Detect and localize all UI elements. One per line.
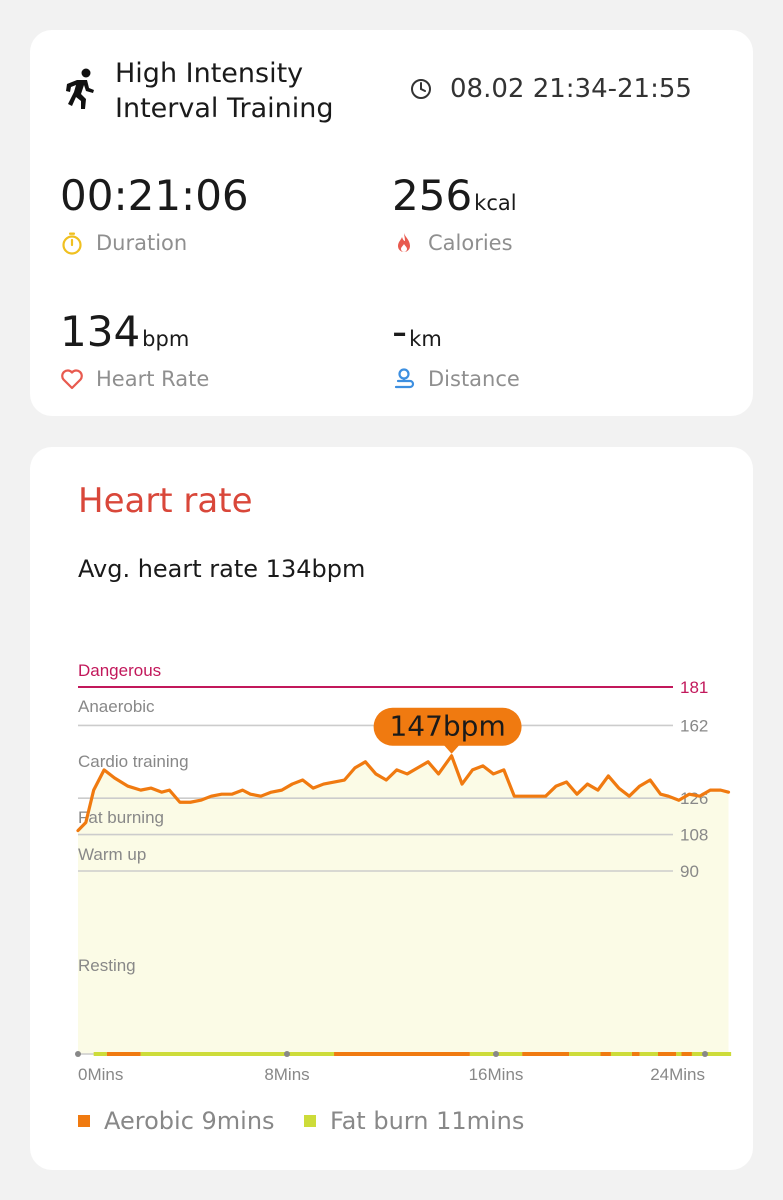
duration-value: 00:21:06: [60, 171, 249, 220]
clock-icon: [411, 79, 431, 99]
x-tick-label-1: 8Mins: [264, 1065, 309, 1084]
x-tick-label-0: 0Mins: [78, 1065, 123, 1084]
heart-rate-unit: bpm: [142, 327, 190, 351]
x-tick-label-3: 24Mins: [650, 1065, 705, 1084]
heart-rate-stat: 134bpm Heart Rate: [60, 307, 210, 392]
legend-aerobic: Aerobic 9mins: [78, 1107, 275, 1135]
distance-unit: km: [409, 327, 442, 351]
x-tick-dot-3: [702, 1051, 708, 1057]
zone-label-anaerobic: Anaerobic: [78, 697, 155, 716]
location-route-icon: [394, 368, 415, 389]
workout-summary-card: High Intensity Interval Training 08.02 2…: [30, 30, 753, 416]
x-tick-dot-2: [493, 1051, 499, 1057]
legend-label-aerobic: Aerobic 9mins: [104, 1107, 275, 1135]
duration-label: Duration: [96, 231, 188, 255]
calories-value: 256: [392, 171, 473, 220]
zone-threshold-fat-burning: 108: [680, 826, 708, 845]
x-tick-label-2: 16Mins: [469, 1065, 524, 1084]
zone-label-resting: Resting: [78, 956, 136, 975]
legend-swatch-fat-burn: [304, 1115, 316, 1127]
zone-label-cardio-training: Cardio training: [78, 752, 189, 771]
zone-threshold-dangerous: 181: [680, 678, 708, 697]
avg-heart-rate-text: Avg. heart rate 134bpm: [78, 555, 366, 583]
peak-tooltip-pointer: [443, 744, 460, 754]
legend-fat-burn: Fat burn 11mins: [304, 1107, 524, 1135]
peak-tooltip-bubble: [373, 707, 522, 746]
zone-label-warm-up: Warm up: [78, 845, 146, 864]
duration-stat: 00:21:06 Duration: [60, 171, 251, 256]
calories-stat: 256kcal Calories: [392, 171, 517, 256]
calories-label: Calories: [428, 231, 513, 255]
heart-rate-area: [78, 755, 729, 1054]
heart-rate-chart: Dangerous 181 Anaerobic 162 Cardio training 1…: [75, 661, 732, 1084]
distance-label: Distance: [428, 367, 520, 391]
time-range-text: 08.02 21:34-21:55: [450, 74, 692, 104]
heart-rate-card: Heart rate Avg. heart rate 134bpm Danger…: [30, 447, 753, 1170]
x-tick-dot-1: [284, 1051, 290, 1057]
workout-time-range: 08.02 21:34-21:55: [410, 74, 692, 104]
x-tick-dot-0: [75, 1051, 81, 1057]
heart-rate-title: Heart rate: [78, 481, 253, 521]
distance-value: -: [392, 307, 408, 356]
zone-label-dangerous: Dangerous: [78, 661, 161, 680]
distance-stat: -km Distance: [392, 307, 520, 392]
stopwatch-icon: [62, 232, 82, 255]
running-person-icon: [66, 68, 94, 109]
heart-rate-value: 134: [60, 307, 141, 356]
heart-icon: [61, 369, 83, 390]
heart-rate-label: Heart Rate: [96, 367, 210, 391]
peak-tooltip-label: 147bpm: [389, 710, 505, 743]
legend-label-fat-burn: Fat burn 11mins: [330, 1107, 525, 1135]
zone-label-fat-burning: Fat burning: [78, 808, 164, 827]
legend-swatch-aerobic: [78, 1115, 90, 1127]
calories-unit: kcal: [474, 191, 517, 215]
flame-icon: [398, 233, 410, 252]
zone-threshold-warm-up: 90: [680, 862, 699, 881]
heart-rate-line: [76, 754, 731, 833]
workout-type-title: High Intensity Interval Training: [115, 58, 334, 124]
zone-threshold-anaerobic: 162: [680, 716, 708, 735]
